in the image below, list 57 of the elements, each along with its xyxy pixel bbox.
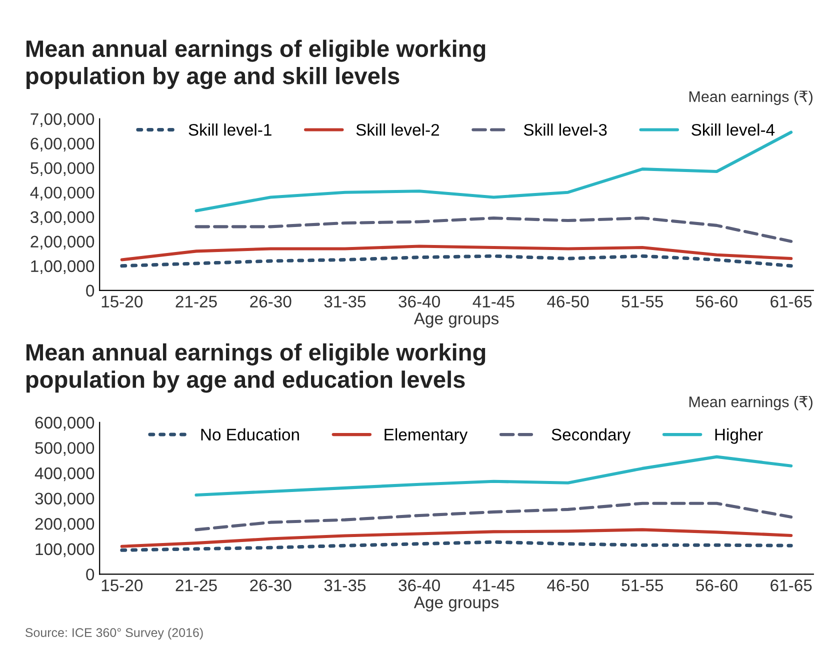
x-tick-label: 36-40 (398, 580, 440, 592)
x-tick-label: 26-30 (250, 580, 292, 592)
y-axis-title: Mean earnings (₹) (689, 90, 812, 106)
x-tick-label: 46-50 (547, 296, 589, 308)
x-tick-label: 51-55 (622, 580, 663, 592)
line-series (120, 540, 793, 552)
y-tick-label: 100,000 (36, 543, 94, 558)
y-tick-label: 4,00,000 (30, 186, 94, 201)
y-tick-label: 7,00,000 (30, 113, 94, 127)
x-tick-label: 61-65 (770, 296, 812, 308)
legend-label: Skill level-1 (188, 124, 272, 136)
y-tick-label: 0 (86, 568, 94, 580)
x-tick-label: 61-65 (770, 580, 812, 592)
x-tick-label: 41-45 (472, 296, 514, 308)
legend-label: Higher (715, 428, 763, 444)
legend-label: Skill level-3 (524, 124, 607, 136)
line-series (194, 502, 793, 532)
x-tick-label: 31-35 (324, 580, 366, 592)
legend-label: No Education (201, 428, 299, 441)
x-tick-label: 36-40 (398, 296, 440, 308)
y-tick-label: 400,000 (34, 467, 94, 482)
x-tick-label: 21-25 (176, 296, 217, 308)
line-series (194, 455, 793, 497)
x-tick-label: 56-60 (696, 580, 738, 592)
y-tick-label: 3,00,000 (30, 211, 94, 226)
x-tick-label: 26-30 (250, 296, 292, 308)
y-tick-label: 200,000 (35, 518, 94, 532)
source-note: Source: ICE 360° Survey (2016) (25, 628, 203, 640)
y-tick-label: 600,000 (35, 416, 94, 431)
y-tick-label: 5,00,000 (30, 162, 94, 176)
y-tick-label: 6,00,000 (30, 138, 94, 152)
line-series (194, 216, 793, 243)
legend-label: Elementary (384, 428, 468, 444)
x-tick-label: 21-25 (176, 580, 217, 592)
legend-label: Skill level-2 (356, 124, 439, 136)
line-series (120, 244, 793, 262)
y-tick-label: 500,000 (35, 442, 94, 456)
x-tick-label: 56-60 (696, 296, 738, 308)
x-tick-label: 31-35 (324, 296, 366, 308)
legend-label: Skill level-4 (692, 124, 775, 136)
x-axis-title: Age groups (414, 596, 499, 612)
legend-label: Secondary (552, 428, 631, 444)
x-axis-title: Age groups (414, 312, 499, 328)
x-tick-label: 15-20 (102, 296, 143, 308)
y-tick-label: 0 (86, 284, 94, 297)
x-tick-label: 15-20 (102, 580, 143, 592)
y-tick-label: 2,00,000 (30, 236, 94, 250)
line-series (120, 254, 793, 268)
line-series (120, 528, 793, 548)
x-tick-label: 41-45 (472, 580, 514, 592)
y-tick-label: 300,000 (35, 492, 94, 506)
x-tick-label: 46-50 (547, 580, 589, 592)
chart-title: Mean annual earnings of eligible working population by age and education levels (26, 343, 486, 393)
y-tick-label: 1,00,000 (31, 260, 94, 274)
x-tick-label: 51-55 (622, 296, 663, 308)
chart-title: Mean annual earnings of eligible working population by age and skill levels (26, 40, 486, 90)
y-axis-title: Mean earnings (₹) (689, 396, 812, 410)
